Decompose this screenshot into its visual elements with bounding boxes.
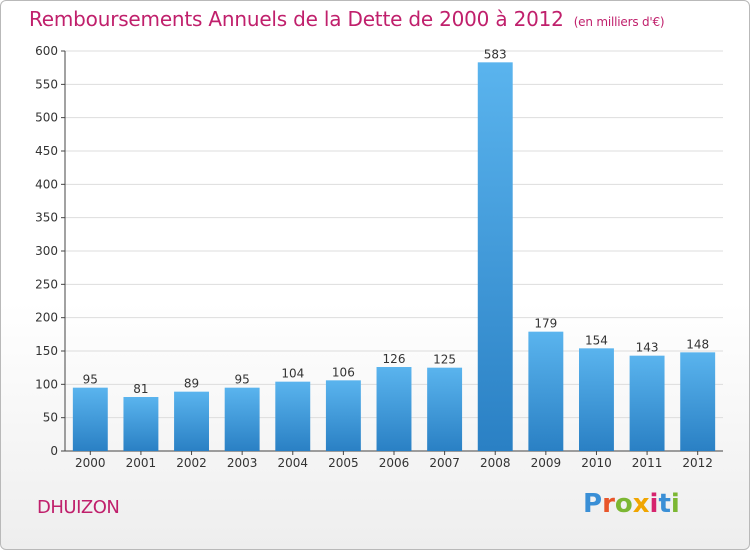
data-label: 81	[133, 382, 148, 396]
x-tick-label: 2012	[682, 456, 713, 470]
bars	[72, 62, 716, 451]
y-tick-label: 450	[35, 144, 58, 158]
x-tick-label: 2006	[379, 456, 410, 470]
y-tick-label: 400	[35, 177, 58, 191]
axes: 0 50 100 150 200 250 300 350 400 450 500 550 600 2000…	[35, 44, 723, 470]
bar-2005	[325, 380, 361, 451]
data-label: 125	[433, 353, 456, 367]
x-tick-label: 2001	[126, 456, 157, 470]
data-label: 143	[636, 341, 659, 355]
data-label: 583	[484, 47, 507, 61]
data-label: 154	[585, 333, 608, 347]
y-tick-label: 600	[35, 44, 58, 58]
y-tick-label: 0	[50, 444, 58, 458]
commune-name: DHUIZON	[37, 497, 120, 518]
bar-2001	[123, 397, 159, 451]
bar-2010	[578, 348, 614, 451]
y-tick-label: 300	[35, 244, 58, 258]
bar-2012	[680, 352, 716, 451]
bar-2008	[477, 62, 513, 451]
data-label: 179	[534, 317, 557, 331]
data-label: 95	[235, 373, 250, 387]
chart-title-text: Remboursements Annuels de la Dette de 20…	[29, 7, 564, 31]
bar-2011	[629, 355, 665, 451]
y-tick-label: 100	[35, 377, 58, 391]
logo-letter: P	[583, 489, 603, 519]
bar-2006	[376, 367, 412, 451]
y-tick-label: 200	[35, 311, 58, 325]
x-tick-label: 2009	[531, 456, 562, 470]
data-labels: 95 81 89 95 104 106 126 125 583 179 154 143 148	[83, 47, 709, 396]
data-label: 95	[83, 373, 98, 387]
logo-letter: r	[602, 489, 615, 519]
logo-letter: i	[670, 489, 680, 519]
data-label: 89	[184, 377, 199, 391]
chart-subtitle: (en milliers d'€)	[573, 15, 665, 29]
y-tick-label: 50	[43, 411, 58, 425]
bar-2003	[224, 387, 260, 451]
bar-2009	[528, 331, 564, 451]
data-label: 148	[686, 337, 709, 351]
data-label: 126	[383, 352, 406, 366]
bar-2002	[174, 391, 210, 451]
y-tick-label: 150	[35, 344, 58, 358]
proxiti-logo[interactable]: Proxiti	[583, 489, 680, 519]
data-label: 104	[281, 367, 304, 381]
x-tick-label: 2010	[581, 456, 612, 470]
x-tick-label: 2005	[328, 456, 359, 470]
chart-title: Remboursements Annuels de la Dette de 20…	[29, 7, 665, 31]
logo-letter: i	[649, 489, 659, 519]
data-label: 106	[332, 365, 355, 379]
logo-letter: x	[632, 489, 650, 519]
bar-2000	[72, 387, 108, 451]
x-tick-label: 2008	[480, 456, 511, 470]
x-tick-label: 2007	[429, 456, 460, 470]
bar-2004	[275, 381, 311, 451]
logo-letter: t	[658, 489, 671, 519]
y-tick-label: 500	[35, 111, 58, 125]
y-tick-label: 250	[35, 277, 58, 291]
logo-letter: o	[614, 489, 633, 519]
bar-2007	[427, 367, 463, 451]
x-tick-label: 2002	[176, 456, 207, 470]
x-tick-label: 2004	[277, 456, 308, 470]
y-tick-label: 350	[35, 211, 58, 225]
y-tick-label: 550	[35, 77, 58, 91]
x-tick-label: 2011	[632, 456, 663, 470]
x-tick-label: 2000	[75, 456, 106, 470]
x-tick-label: 2003	[227, 456, 258, 470]
